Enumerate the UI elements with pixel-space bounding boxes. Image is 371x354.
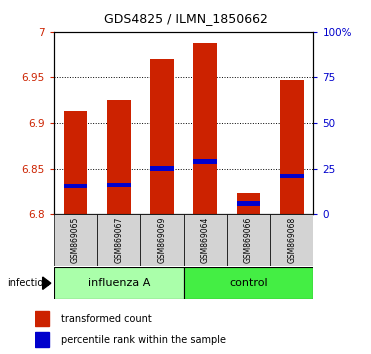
Bar	[35, 332, 49, 347]
Bar	[107, 183, 131, 187]
Bar	[193, 43, 217, 214]
Bar	[97, 214, 140, 266]
Bar	[270, 214, 313, 266]
Bar	[140, 214, 184, 266]
Bar	[150, 59, 174, 214]
Text: GSM869065: GSM869065	[71, 217, 80, 263]
Text: GDS4825 / ILMN_1850662: GDS4825 / ILMN_1850662	[104, 12, 267, 25]
Text: transformed count: transformed count	[61, 314, 151, 324]
Text: control: control	[229, 278, 268, 288]
Bar	[280, 80, 304, 214]
Bar	[63, 184, 87, 188]
Text: GSM869068: GSM869068	[288, 217, 296, 263]
Text: GSM869067: GSM869067	[114, 217, 123, 263]
Text: GSM869066: GSM869066	[244, 217, 253, 263]
Text: GSM869064: GSM869064	[201, 217, 210, 263]
Text: infection: infection	[7, 278, 50, 288]
Bar	[193, 159, 217, 164]
Bar	[237, 201, 260, 206]
Bar	[150, 166, 174, 171]
Bar	[54, 214, 97, 266]
Bar	[184, 267, 313, 299]
Bar	[35, 311, 49, 326]
Text: percentile rank within the sample: percentile rank within the sample	[61, 335, 226, 345]
Text: GSM869069: GSM869069	[158, 217, 167, 263]
Bar	[237, 193, 260, 214]
Bar	[184, 214, 227, 266]
Bar	[107, 100, 131, 214]
Bar	[63, 111, 87, 214]
Text: influenza A: influenza A	[88, 278, 150, 288]
Bar	[54, 267, 184, 299]
Bar	[280, 173, 304, 178]
Bar	[227, 214, 270, 266]
